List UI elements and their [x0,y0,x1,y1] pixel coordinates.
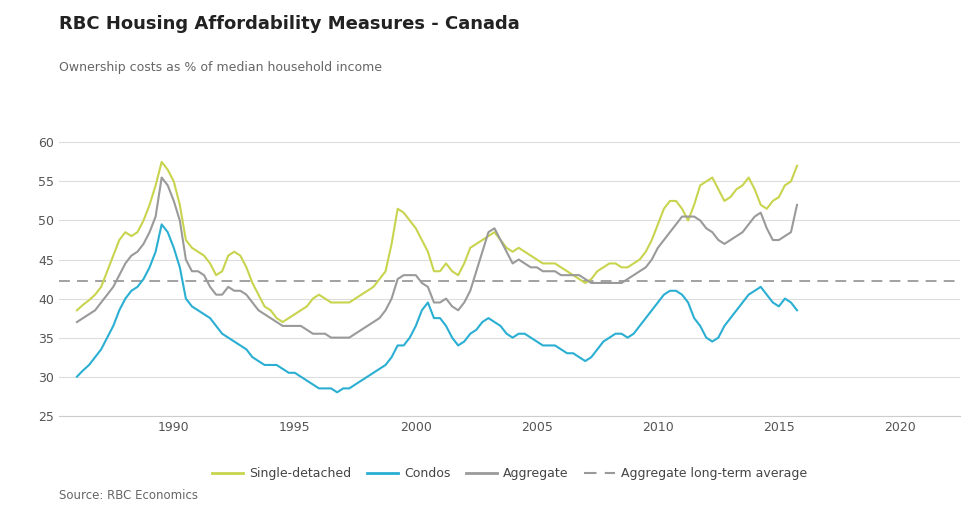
Text: RBC Housing Affordability Measures - Canada: RBC Housing Affordability Measures - Can… [59,15,519,33]
Text: Source: RBC Economics: Source: RBC Economics [59,489,198,502]
Text: Ownership costs as % of median household income: Ownership costs as % of median household… [59,61,382,74]
Legend: Single-detached, Condos, Aggregate, Aggregate long-term average: Single-detached, Condos, Aggregate, Aggr… [207,462,812,485]
